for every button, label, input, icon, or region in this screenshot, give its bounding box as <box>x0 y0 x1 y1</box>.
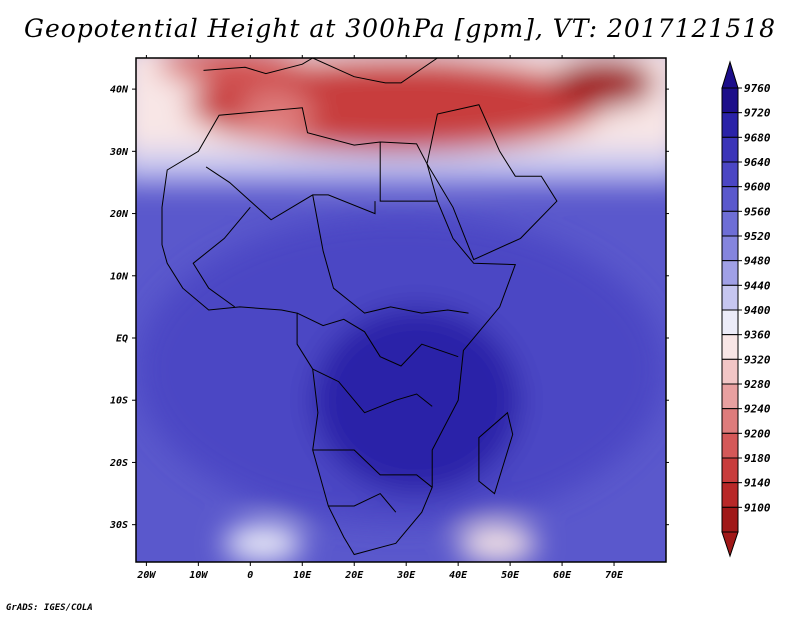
colorbar-segment <box>721 408 739 434</box>
colorbar-segment <box>721 432 739 459</box>
map-plot-area <box>136 58 666 562</box>
colorbar-label: 9240 <box>744 403 771 416</box>
colorbar-label: 9640 <box>744 156 771 169</box>
field-cell-3 <box>156 58 303 83</box>
colorbar-segment <box>721 284 739 311</box>
colorbar-segment <box>721 482 739 508</box>
border-line-1 <box>312 194 469 314</box>
colorbar-label: 9360 <box>744 329 771 342</box>
colorbar-label: 9400 <box>744 304 771 317</box>
colorbar-bottom-arrow <box>721 531 739 558</box>
border-line-6 <box>379 142 438 202</box>
border-line-7 <box>192 206 251 308</box>
field-southern-low-east <box>458 524 537 562</box>
x-tick-label: 20W <box>136 570 156 581</box>
y-tick-label: 30N <box>109 147 129 158</box>
africa-coastline <box>161 107 517 556</box>
colorbar-segment <box>721 210 739 237</box>
border-line-2 <box>296 312 459 367</box>
colorbar-label: 9180 <box>744 452 771 465</box>
x-tick-label: 60E <box>553 570 572 581</box>
grads-credit: GrADS: IGES/COLA <box>6 603 93 613</box>
x-tick-label: 10E <box>293 570 312 581</box>
colorbar-segment <box>721 383 739 410</box>
y-tick-label: 10N <box>110 271 129 282</box>
colorbar-segment <box>721 309 739 336</box>
madagascar-coastline <box>478 411 514 495</box>
colorbar-segment <box>721 334 739 360</box>
europe-coastline <box>203 58 438 84</box>
x-tick-label: 20E <box>344 570 364 581</box>
arabia-coastline <box>426 104 558 261</box>
colorbar-segment <box>721 87 739 114</box>
colorbar-segment <box>721 136 739 163</box>
colorbar-segment <box>721 161 739 188</box>
field-southern-low-west <box>224 524 303 562</box>
colorbar-label: 9100 <box>744 501 771 514</box>
colorbar-label: 9320 <box>744 353 771 366</box>
colorbar-segment <box>721 112 739 138</box>
colorbar-top-arrow <box>721 60 739 89</box>
border-line-5 <box>328 492 397 513</box>
colorbar-segment <box>721 235 739 262</box>
colorbar-label: 9720 <box>744 107 771 120</box>
colorbar-label: 9680 <box>744 131 771 144</box>
chart-title: Geopotential Height at 300hPa [gpm], VT:… <box>23 14 777 43</box>
field-cell-1 <box>551 58 656 108</box>
x-tick-label: 10W <box>189 570 208 581</box>
border-line-4 <box>312 449 433 488</box>
colorbar-segment <box>721 506 739 533</box>
map-axes: 20W 10W 0 10E 20E 30E 40E 50E 60E 70E 40N 30N 20N 10N… <box>109 55 669 581</box>
colorbar-label: 9280 <box>744 378 771 391</box>
colorbar-segment <box>721 457 739 484</box>
colorbar-label: 9600 <box>744 181 771 194</box>
y-tick-label: 20S <box>109 458 128 469</box>
x-tick-label: 40E <box>449 570 468 581</box>
x-tick-label: 70E <box>605 570 624 581</box>
field-shading <box>136 58 666 562</box>
colorbar-segment <box>721 260 739 286</box>
y-tick-label: 30S <box>109 520 128 531</box>
y-tick-label: EQ <box>116 334 128 345</box>
colorbar-label: 9520 <box>744 230 771 243</box>
colorbar-label: 9480 <box>744 255 771 268</box>
colorbar-label: 9560 <box>744 205 771 218</box>
colorbar-label: 9440 <box>744 279 771 292</box>
map-frame <box>135 57 667 563</box>
colorbar-segment <box>721 358 739 385</box>
colorbar-label: 9200 <box>744 427 771 440</box>
field-cell-2 <box>369 58 495 96</box>
y-tick-label: 10S <box>110 396 128 407</box>
colorbar-label: 9140 <box>744 477 771 490</box>
colorbar-segment <box>721 186 739 212</box>
field-cell-0 <box>239 89 313 139</box>
y-tick-label: 20N <box>109 209 129 220</box>
x-tick-label: 30E <box>396 570 416 581</box>
colorbar: 9760 9720 9680 9640 9600 9560 9520 9480 9440 9400… <box>721 60 771 558</box>
colorbar-label: 9760 <box>744 82 771 95</box>
y-tick-label: 40N <box>110 85 129 96</box>
field-central-africa-core <box>312 306 521 494</box>
x-tick-label: 0 <box>247 570 253 581</box>
border-line-3 <box>312 368 433 414</box>
x-tick-label: 50E <box>501 570 520 581</box>
